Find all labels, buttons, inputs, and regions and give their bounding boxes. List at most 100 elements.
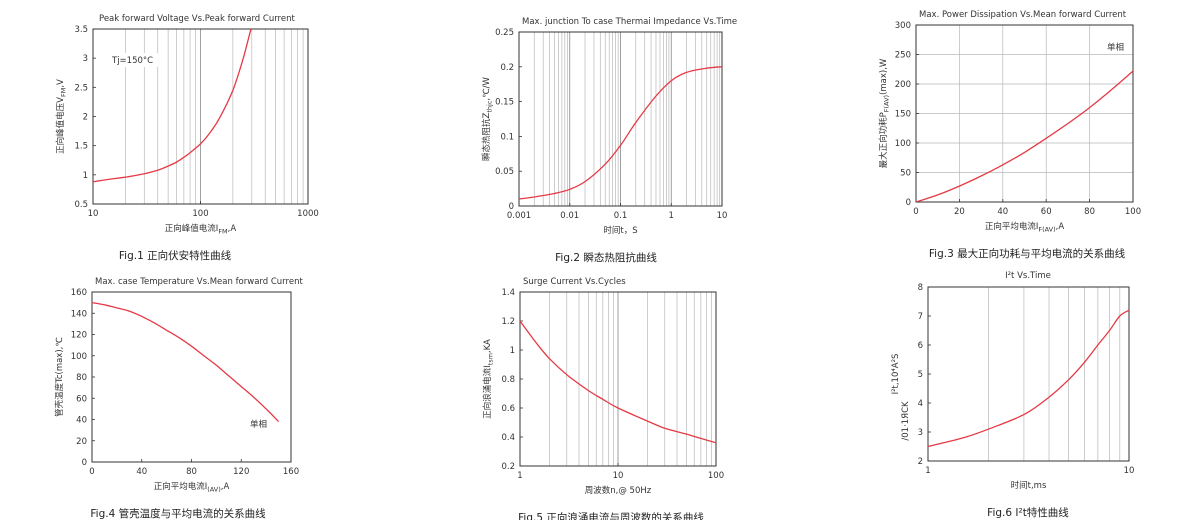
y-tick-label: 7 <box>918 312 923 322</box>
y-tick-label: 3 <box>918 428 923 438</box>
x-axis-label-part: ,A <box>1056 222 1065 232</box>
chart-title: Max. Power Dissipation Vs.Mean forward C… <box>919 10 1127 20</box>
series-line <box>928 309 1129 448</box>
x-tick-label: 40 <box>136 467 147 477</box>
y-axis-label-part: ,V <box>56 79 66 88</box>
x-axis-label: 周波数n,@ 50Hz <box>585 485 652 496</box>
condition-annotation: Tj=150°C <box>111 56 153 66</box>
y-axis-label-part: 最大正向功耗P <box>878 112 889 168</box>
y-tick-label: 300 <box>895 21 911 31</box>
x-tick-label: 10 <box>613 471 624 481</box>
y-tick-label: 2.5 <box>74 83 88 93</box>
chart-title: Peak forward Voltage Vs.Peak forward Cur… <box>99 14 295 24</box>
chart-fig2: 0 0.05 0.1 0.15 0.2 0.25 0.001 0.01 0.1 1 10 Max. j… <box>481 17 737 264</box>
x-tick-label: 0 <box>89 467 94 477</box>
x-tick-label: 0.1 <box>614 211 628 221</box>
phase-annotation: 单相 <box>250 419 267 430</box>
y-tick-label: 150 <box>895 110 911 120</box>
chart-title: Max. case Temperature Vs.Mean forward Cu… <box>95 277 303 287</box>
y-axis-label-part: F(AV) <box>883 95 891 112</box>
figure-caption: Fig.4 管壳温度与平均电流的关系曲线 <box>90 507 266 520</box>
x-tick-label: 1 <box>517 471 522 481</box>
y-tick-label: 8 <box>918 283 923 293</box>
phase-annotation: 单相 <box>1107 42 1124 53</box>
y-tick-label: 40 <box>76 416 87 426</box>
x-axis-label: 时间t,ms <box>1011 480 1047 491</box>
x-tick-label: 1 <box>669 211 674 221</box>
y-axis-label: 正向峰值电压VFM,V <box>55 79 68 154</box>
y-tick-label: 0 <box>509 202 514 212</box>
x-tick-label: 10 <box>717 211 728 221</box>
x-tick-label: 10 <box>88 209 99 219</box>
y-axis-label-part: 管壳温度Tc(max),℃ <box>54 337 65 417</box>
y-tick-label: 140 <box>71 309 87 319</box>
chart-title: I²t Vs.Time <box>1005 271 1051 281</box>
y-tick-label: 0.2 <box>501 462 515 472</box>
y-tick-label: 0.05 <box>495 167 514 177</box>
y-tick-label: 4 <box>918 399 923 409</box>
x-tick-label: 160 <box>283 467 299 477</box>
x-tick-label: 100 <box>192 209 208 219</box>
y-axis-label-extra: /01·1ЯCK <box>901 401 911 441</box>
figure-caption: Fig.6 I²t特性曲线 <box>987 506 1069 519</box>
y-tick-label: 1 <box>83 171 88 181</box>
y-axis-label: 正向浪涌电流Itsm,KA <box>482 339 495 419</box>
x-axis-label-part: ,A <box>221 482 230 492</box>
grid-lines <box>125 29 304 204</box>
x-axis-label-part: 正向平均电流I <box>154 481 208 492</box>
series-line <box>92 301 280 423</box>
y-tick-label: 1.4 <box>501 288 515 298</box>
x-tick-label: 80 <box>186 467 197 477</box>
x-tick-label: 40 <box>997 207 1008 217</box>
chart-fig1: 0.5 1 1.5 2 2.5 3 3.5 10 100 1000 Peak forward Vol… <box>55 14 319 262</box>
x-tick-label: 100 <box>708 471 724 481</box>
y-tick-label: 120 <box>71 331 87 341</box>
x-tick-label: 0.01 <box>560 211 579 221</box>
grid-lines <box>549 292 712 466</box>
y-tick-label: 250 <box>895 51 911 61</box>
y-tick-label: 100 <box>895 139 911 149</box>
x-axis-label-part: F(AV) <box>1038 226 1055 234</box>
y-tick-label: 6 <box>918 341 923 351</box>
series-line <box>519 66 722 200</box>
y-tick-label: 0 <box>82 458 87 468</box>
y-tick-label: 0.5 <box>74 200 88 210</box>
y-tick-label: 50 <box>900 169 911 179</box>
y-axis-label-part: thjc <box>486 100 494 112</box>
x-axis-label: 正向峰值电流IFM,A <box>165 223 237 236</box>
x-axis-label-part: 正向峰值电流I <box>165 223 219 234</box>
figure-caption: Fig.2 瞬态热阻抗曲线 <box>555 251 657 264</box>
x-tick-label: 120 <box>233 467 249 477</box>
y-tick-label: 0.15 <box>495 98 514 108</box>
y-tick-label: 0.2 <box>500 63 514 73</box>
chart-fig4: 0 20 40 60 80 100 120 140 160 0 40 80 120 160 Max. cas… <box>54 277 303 520</box>
y-axis-label-part: 正向峰值电压V <box>55 97 66 154</box>
x-axis-label-part: 时间t,ms <box>1011 480 1047 491</box>
y-tick-label: 2 <box>918 457 923 467</box>
x-tick-label: 1000 <box>297 209 319 219</box>
y-tick-label: 20 <box>76 437 87 447</box>
series-line <box>916 70 1133 202</box>
figure-caption: Fig.1 正向伏安特性曲线 <box>119 249 232 262</box>
y-axis-label: 瞬态热阻抗Zthjc,℃/W <box>481 76 494 161</box>
chart-fig5: 0.2 0.4 0.6 0.8 1 1.2 1.4 1 10 100 Surge Current V… <box>482 277 724 520</box>
y-tick-label: 0 <box>906 198 911 208</box>
y-axis-label: 最大正向功耗PF(AV)(max),W <box>878 58 891 168</box>
y-tick-label: 0.1 <box>500 132 514 142</box>
x-tick-label: 100 <box>1125 207 1141 217</box>
y-tick-label: 0.25 <box>495 28 514 38</box>
x-axis-label-part: FM <box>218 228 227 236</box>
y-tick-label: 1.2 <box>501 317 515 327</box>
y-axis-label-part: ,KA <box>483 339 493 353</box>
y-tick-label: 60 <box>76 394 87 404</box>
x-axis-label-part: (AV) <box>207 486 221 494</box>
figure-caption: Fig.5 正向浪涌电流与周波数的关系曲线 <box>518 511 704 520</box>
series-line <box>93 29 252 183</box>
y-tick-label: 80 <box>76 373 87 383</box>
chart-title: Max. junction To case Thermai Impedance … <box>522 17 737 27</box>
y-axis-label-part: 正向浪涌电流I <box>482 365 493 419</box>
annotation-bg <box>110 53 158 67</box>
y-axis-label-part: (max),W <box>879 58 889 95</box>
y-tick-label: 100 <box>71 352 87 362</box>
x-tick-label: 0 <box>913 207 918 217</box>
